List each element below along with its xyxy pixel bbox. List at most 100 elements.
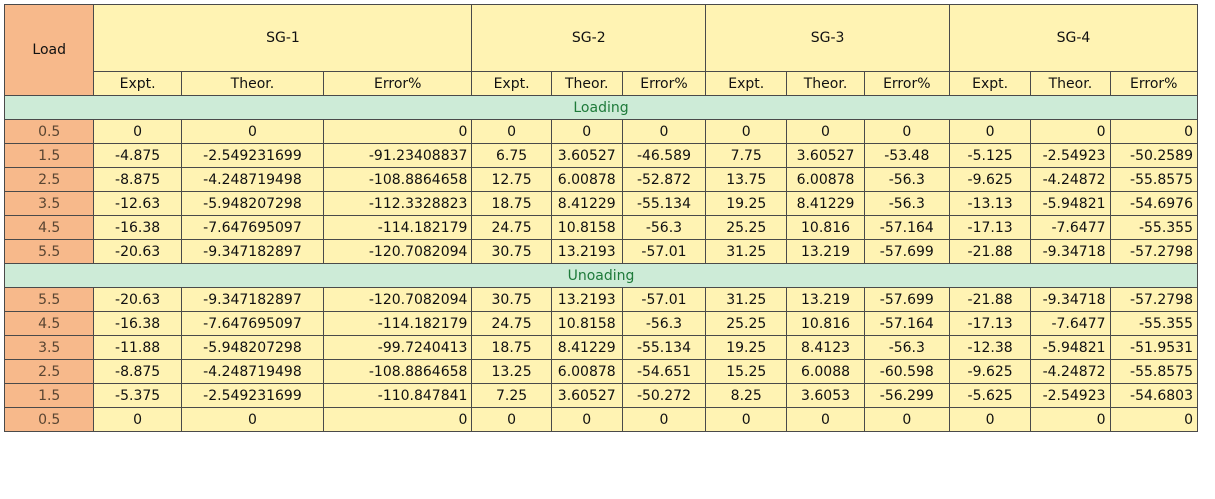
table-cell: -55.134 [621, 335, 707, 360]
table-cell: -54.6976 [1109, 191, 1199, 216]
table-cell: 0 [550, 119, 623, 144]
table-cell: 0 [1109, 407, 1199, 432]
table-cell: 6.75 [471, 143, 552, 168]
table-cell: -120.7082094 [323, 287, 473, 312]
table-cell: 7.75 [705, 143, 788, 168]
table-row: 4.5 -16.38 -7.647695097 -114.182179 24.75 10.… [3, 311, 1199, 336]
table-cell: -5.94821 [1030, 191, 1111, 216]
table-cell: -56.3 [863, 335, 950, 360]
sub-header: Error% [1109, 71, 1199, 96]
table-cell: -4.248719498 [180, 359, 325, 384]
table-cell: -110.847841 [323, 383, 473, 408]
table-row: 3.5 -11.88 -5.948207298 -99.7240413 18.75 8.4… [3, 335, 1199, 360]
table-cell: -20.63 [93, 287, 182, 312]
table-cell: -9.625 [948, 359, 1032, 384]
table-cell: -17.13 [948, 311, 1032, 336]
table-cell: -57.01 [621, 287, 707, 312]
table-cell: -9.34718 [1030, 239, 1111, 264]
table-cell: 3.60527 [550, 143, 623, 168]
table-cell: -56.3 [621, 215, 707, 240]
table-cell: -2.549231699 [180, 383, 325, 408]
table-cell: 0 [705, 407, 788, 432]
table-cell: -54.6803 [1109, 383, 1199, 408]
table-cell: 31.25 [705, 287, 788, 312]
table-cell: -57.2798 [1109, 239, 1199, 264]
table-cell: 0 [621, 407, 707, 432]
sub-header: Expt. [948, 71, 1032, 96]
sub-header: Error% [863, 71, 950, 96]
table-cell: -120.7082094 [323, 239, 473, 264]
table-cell: 0 [1030, 119, 1111, 144]
table-cell: 30.75 [471, 287, 552, 312]
table-cell: 6.0088 [786, 359, 865, 384]
load-cell: 1.5 [3, 143, 95, 168]
table-cell: -2.54923 [1030, 383, 1111, 408]
table-cell: 10.8158 [550, 215, 623, 240]
table-cell: 0 [621, 119, 707, 144]
table-cell: 30.75 [471, 239, 552, 264]
table-cell: -17.13 [948, 215, 1032, 240]
table-body: Loading 0.5 0 0 0 0 0 0 0 0 0 0 0 0 1.5 -4.875 -2.549231… [3, 95, 1199, 432]
table-cell: 8.25 [705, 383, 788, 408]
table-cell: 0 [180, 407, 325, 432]
table-cell: 0 [863, 119, 950, 144]
sg-4-header: SG-4 [948, 4, 1199, 72]
sg-3-header: SG-3 [705, 4, 950, 72]
table-cell: -57.164 [863, 311, 950, 336]
sub-header: Expt. [471, 71, 552, 96]
table-cell: -11.88 [93, 335, 182, 360]
table-row: 1.5 -5.375 -2.549231699 -110.847841 7.25 3.60… [3, 383, 1199, 408]
table-cell: 13.219 [786, 287, 865, 312]
table-cell: -60.598 [863, 359, 950, 384]
table-cell: 31.25 [705, 239, 788, 264]
table-cell: 0 [180, 119, 325, 144]
table-cell: 10.8158 [550, 311, 623, 336]
table-cell: 7.25 [471, 383, 552, 408]
table-cell: 0 [1109, 119, 1199, 144]
load-cell: 1.5 [3, 383, 95, 408]
section-title: Unoading [4, 263, 1198, 288]
table-cell: -55.8575 [1109, 167, 1199, 192]
table-cell: 0 [471, 119, 552, 144]
table-cell: 6.00878 [786, 167, 865, 192]
table-cell: -8.875 [93, 167, 182, 192]
table-cell: -12.38 [948, 335, 1032, 360]
table-cell: 8.4123 [786, 335, 865, 360]
table-cell: -57.699 [863, 239, 950, 264]
load-cell: 0.5 [3, 119, 95, 144]
table-cell: -4.24872 [1030, 167, 1111, 192]
table-cell: 12.75 [471, 167, 552, 192]
table-cell: 19.25 [705, 335, 788, 360]
table-cell: 8.41229 [550, 335, 623, 360]
table-cell: -55.134 [621, 191, 707, 216]
table-cell: 0 [705, 119, 788, 144]
table-row: 4.5 -16.38 -7.647695097 -114.182179 24.75 10.… [3, 215, 1199, 240]
table-cell: -57.2798 [1109, 287, 1199, 312]
table-cell: 0 [323, 119, 473, 144]
table-cell: 0 [948, 119, 1032, 144]
table-cell: 0 [786, 407, 865, 432]
table-cell: -56.3 [863, 167, 950, 192]
sub-header: Expt. [93, 71, 182, 96]
table-cell: -5.125 [948, 143, 1032, 168]
table-cell: -57.164 [863, 215, 950, 240]
table-cell: -9.347182897 [180, 239, 325, 264]
table-cell: 19.25 [705, 191, 788, 216]
table-cell: -7.647695097 [180, 215, 325, 240]
table-cell: 13.25 [471, 359, 552, 384]
sub-header: Theor. [786, 71, 865, 96]
table-row: 5.5 -20.63 -9.347182897 -120.7082094 30.75 13… [3, 239, 1199, 264]
table-cell: -9.34718 [1030, 287, 1111, 312]
table-cell: -55.355 [1109, 311, 1199, 336]
table-cell: -5.948207298 [180, 335, 325, 360]
table-cell: 24.75 [471, 311, 552, 336]
load-cell: 2.5 [3, 359, 95, 384]
table-cell: -2.549231699 [180, 143, 325, 168]
table-cell: -4.24872 [1030, 359, 1111, 384]
sg-2-header: SG-2 [471, 4, 707, 72]
table-cell: -50.2589 [1109, 143, 1199, 168]
table-cell: 0 [550, 407, 623, 432]
table-cell: -54.651 [621, 359, 707, 384]
load-cell: 4.5 [3, 311, 95, 336]
table-cell: -108.8864658 [323, 359, 473, 384]
